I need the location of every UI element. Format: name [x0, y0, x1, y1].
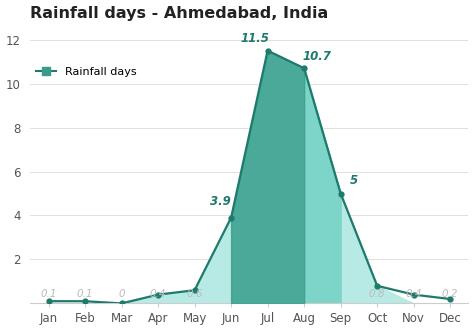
- Text: 0: 0: [118, 290, 125, 300]
- Text: 0.4: 0.4: [405, 290, 422, 300]
- Text: 0.1: 0.1: [40, 290, 57, 300]
- Text: 0.8: 0.8: [369, 290, 385, 300]
- Text: 0.1: 0.1: [77, 290, 93, 300]
- Legend: Rainfall days: Rainfall days: [36, 67, 137, 77]
- Text: 3.9: 3.9: [210, 195, 230, 208]
- Text: 0.6: 0.6: [186, 290, 203, 300]
- Text: 0.2: 0.2: [442, 290, 458, 300]
- Text: Rainfall days - Ahmedabad, India: Rainfall days - Ahmedabad, India: [30, 6, 328, 21]
- Text: 5: 5: [349, 174, 357, 187]
- Text: 10.7: 10.7: [302, 50, 331, 63]
- Text: 0.4: 0.4: [150, 290, 166, 300]
- Text: 11.5: 11.5: [240, 32, 269, 45]
